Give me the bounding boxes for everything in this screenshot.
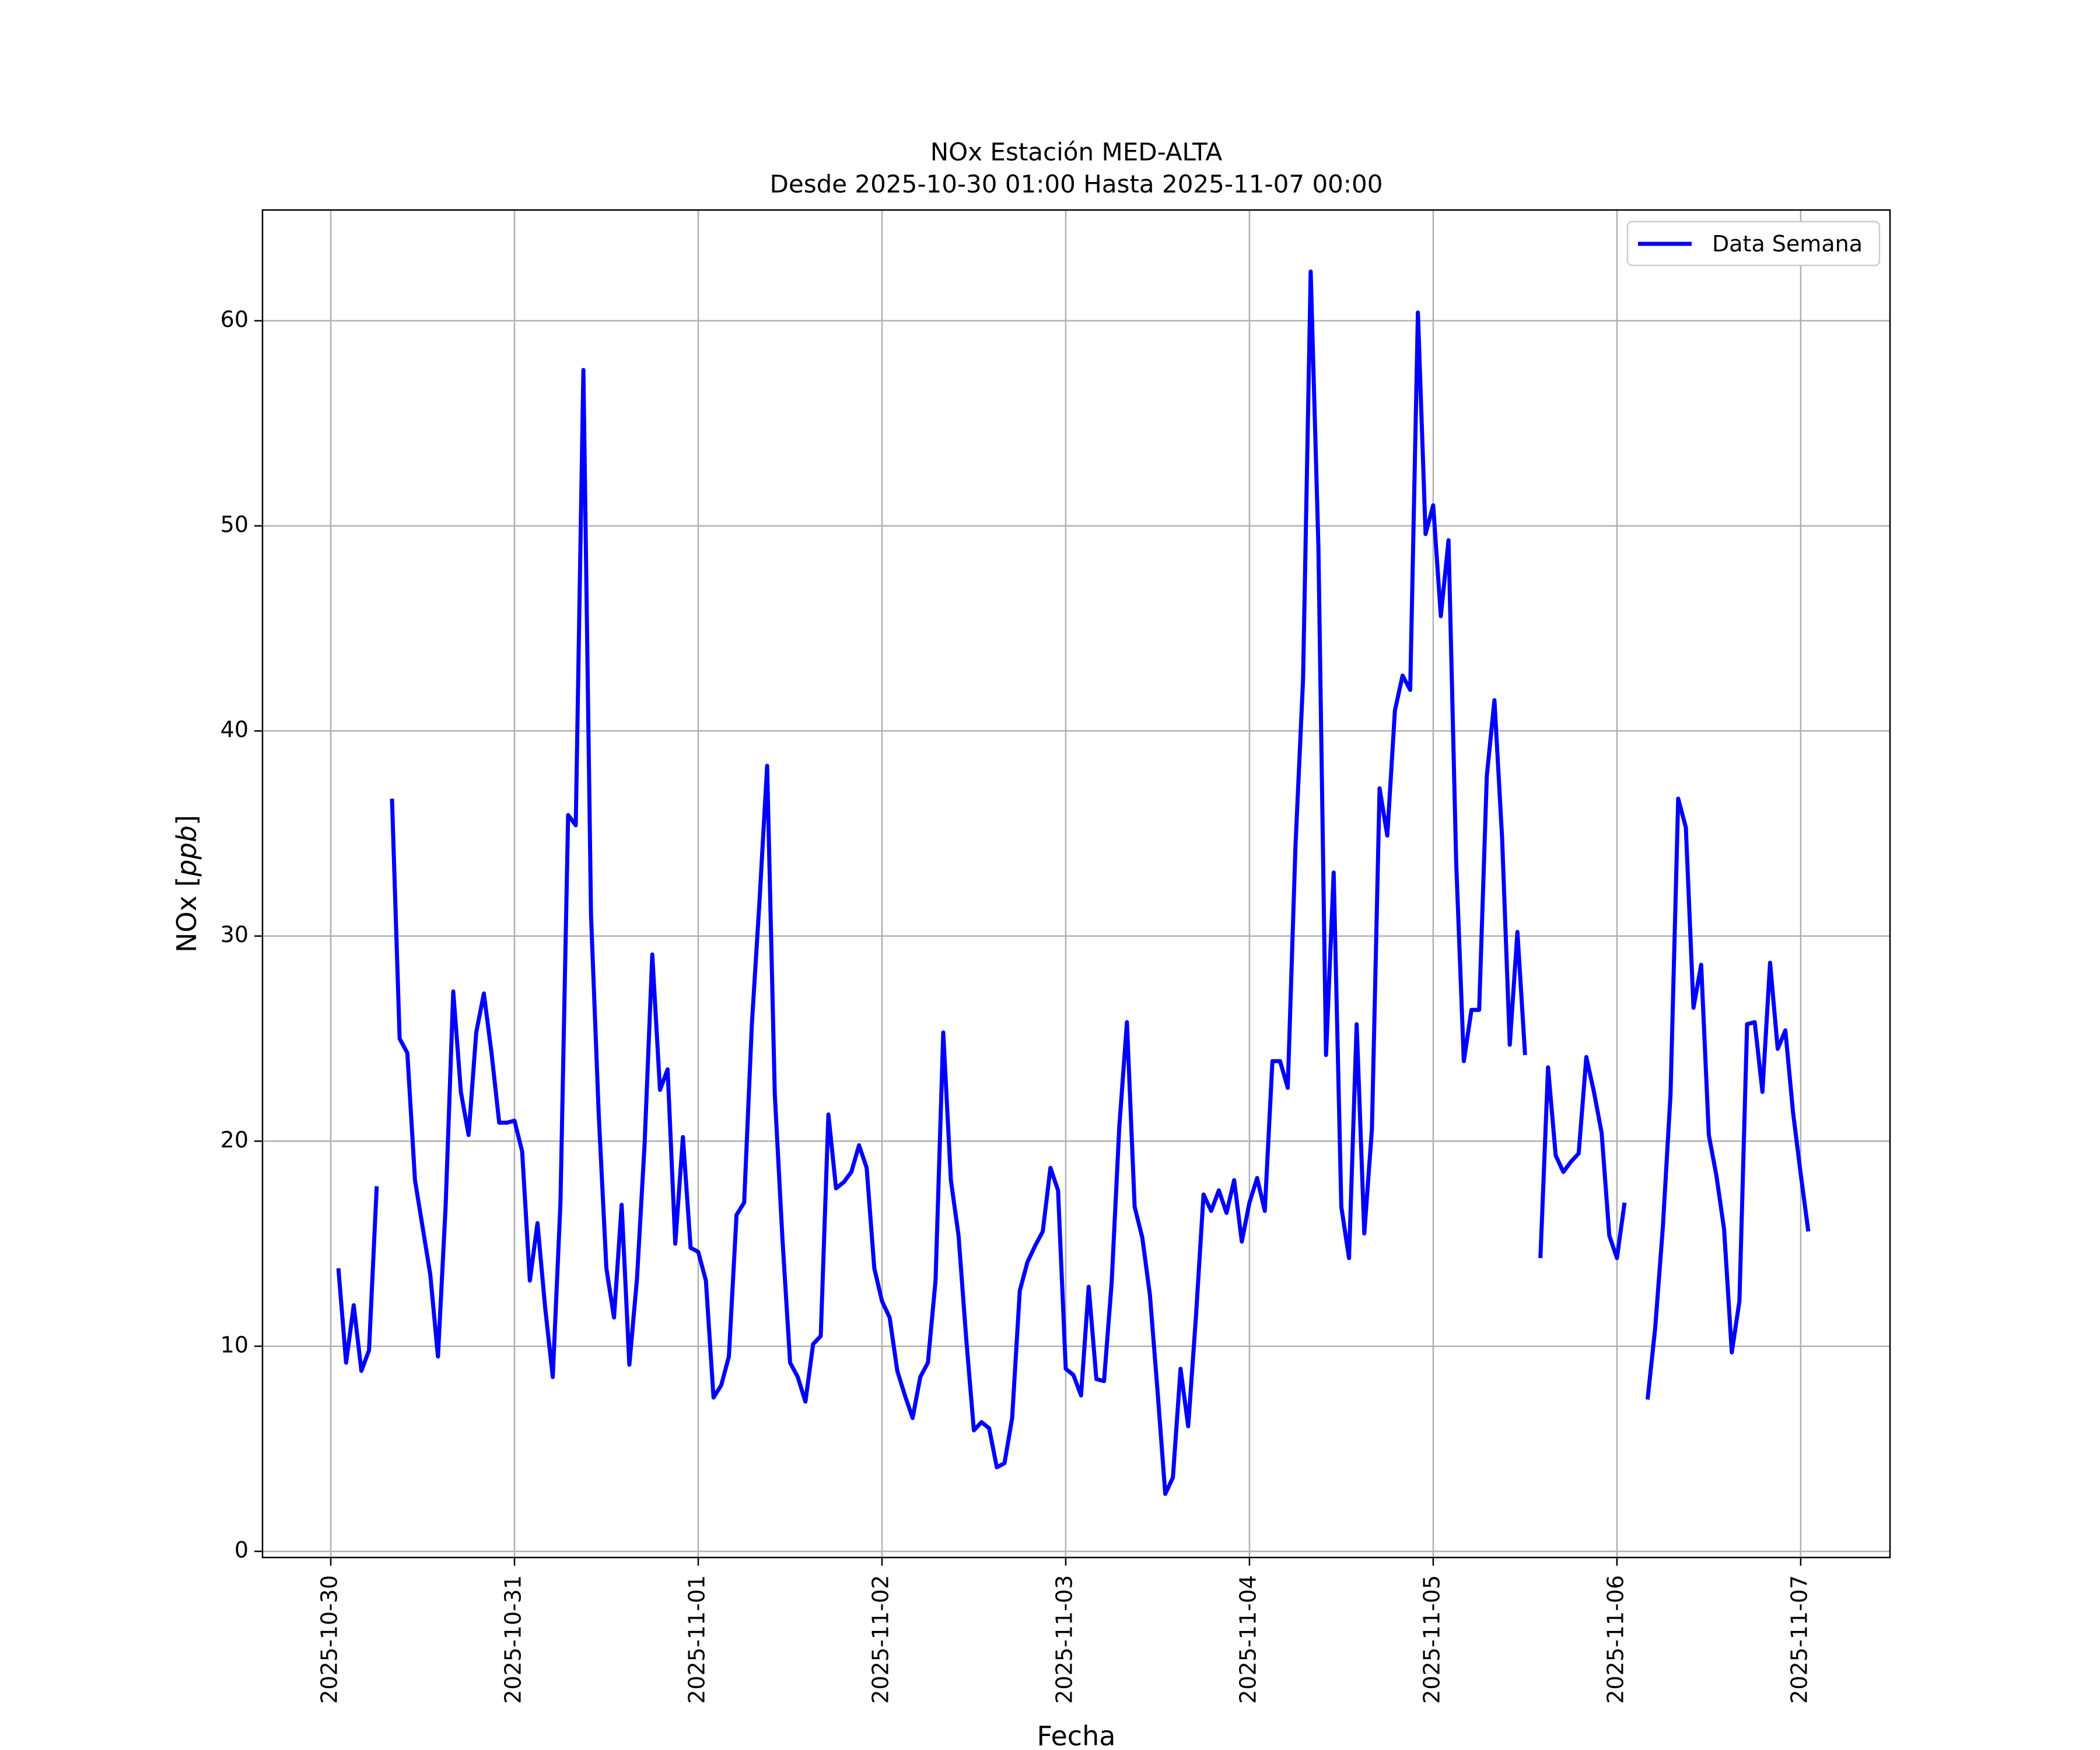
legend-entry-label: Data Semana bbox=[1712, 231, 1863, 257]
y-axis-ticks: 0 10 20 30 40 50 60 bbox=[220, 306, 262, 1563]
series-lines bbox=[336, 270, 1811, 1496]
grid-lines bbox=[262, 210, 1890, 1558]
x-axis-label: Fecha bbox=[1037, 1720, 1116, 1750]
x-tick-label: 2025-10-31 bbox=[501, 1575, 526, 1704]
chart-title-line2: Desde 2025-10-30 01:00 Hasta 2025-11-07 … bbox=[770, 170, 1383, 198]
series-line bbox=[1645, 796, 1811, 1400]
y-tick-label: 30 bbox=[220, 922, 249, 947]
y-tick-label: 60 bbox=[220, 306, 249, 332]
x-axis-ticks: 2025-10-30 2025-10-31 2025-11-01 2025-11-02… bbox=[317, 1558, 1812, 1704]
y-tick-label: 0 bbox=[235, 1537, 249, 1563]
series-line bbox=[336, 1186, 379, 1373]
y-tick-label: 10 bbox=[220, 1332, 249, 1357]
x-tick-label: 2025-11-01 bbox=[684, 1575, 709, 1704]
series-line bbox=[390, 270, 1527, 1496]
legend-box bbox=[1626, 220, 1881, 267]
y-tick-label: 50 bbox=[220, 512, 249, 537]
y-tick-label: 20 bbox=[220, 1127, 249, 1153]
plot-area bbox=[262, 210, 1890, 1558]
series-line bbox=[1538, 1055, 1627, 1261]
y-axis-label: NOx [ppb] bbox=[171, 815, 202, 953]
x-tick-label: 2025-11-06 bbox=[1602, 1575, 1628, 1704]
chart-title-line1: NOx Estación MED-ALTA bbox=[930, 138, 1223, 166]
x-tick-label: 2025-10-30 bbox=[317, 1575, 342, 1704]
x-tick-label: 2025-11-05 bbox=[1419, 1575, 1444, 1704]
legend: Data Semana bbox=[1626, 220, 1881, 267]
x-tick-label: 2025-11-03 bbox=[1051, 1575, 1077, 1704]
plot-frame bbox=[261, 209, 1891, 1559]
y-tick-label: 40 bbox=[220, 717, 249, 743]
x-tick-label: 2025-11-07 bbox=[1786, 1575, 1812, 1704]
x-tick-label: 2025-11-02 bbox=[867, 1575, 893, 1704]
x-tick-label: 2025-11-04 bbox=[1235, 1575, 1261, 1704]
